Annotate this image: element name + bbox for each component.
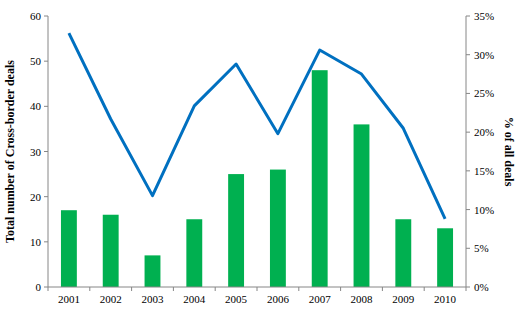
y-tick-label: 60	[30, 10, 42, 22]
x-tick-label: 2009	[392, 293, 415, 305]
y-tick-label: 0	[36, 281, 42, 293]
bar	[270, 170, 286, 287]
y2-tick-label: 35%	[474, 10, 494, 22]
marks	[61, 33, 453, 287]
bar	[145, 255, 161, 287]
y-tick	[44, 196, 48, 197]
bar	[186, 219, 202, 287]
y-tick-label: 20	[30, 191, 42, 203]
x-tick-label: 2006	[267, 293, 290, 305]
chart: 0 10 20 30 40 50 60 0% 5% 10% 15% 20% 25% 30% 35% 2001 2…	[0, 0, 518, 319]
y2-tick-label: 10%	[474, 204, 494, 216]
y2-tick	[466, 287, 470, 288]
y-tick	[44, 151, 48, 152]
x-tick	[382, 287, 383, 291]
x-tick	[131, 287, 132, 291]
bar	[228, 174, 244, 287]
x-tick-label: 2005	[225, 293, 248, 305]
y2-tick-label: 25%	[474, 87, 494, 99]
y2-tick-label: 30%	[474, 49, 494, 61]
y2-tick-label: 0%	[474, 281, 489, 293]
x-tick	[298, 287, 299, 291]
y-tick	[44, 241, 48, 242]
x-tick-label: 2008	[351, 293, 374, 305]
bar	[103, 215, 119, 287]
y-tick-label: 10	[30, 236, 42, 248]
x-tick-label: 2010	[434, 293, 457, 305]
y2-axis-label: % of all deals	[502, 117, 516, 187]
y2-axis-line	[466, 16, 467, 287]
y2-tick	[466, 170, 470, 171]
x-tick-label: 2001	[58, 293, 80, 305]
y2-tick	[466, 16, 470, 17]
x-tick	[173, 287, 174, 291]
x-tick-label: 2003	[142, 293, 165, 305]
bar	[61, 210, 77, 287]
y2-tick-label: 15%	[474, 165, 494, 177]
bar	[437, 228, 453, 287]
y2-tick	[466, 54, 470, 55]
x-tick	[89, 287, 90, 291]
y2-tick-label: 20%	[474, 126, 494, 138]
y-tick-label: 50	[30, 55, 42, 67]
bar	[354, 124, 370, 287]
y-tick	[44, 106, 48, 107]
line	[69, 33, 445, 219]
bar	[312, 70, 328, 287]
x-tick	[257, 287, 258, 291]
x-tick	[215, 287, 216, 291]
y2-tick-label: 5%	[474, 242, 489, 254]
y-tick-label: 30	[30, 146, 42, 158]
y-tick-label: 40	[30, 100, 42, 112]
x-tick-label: 2004	[183, 293, 206, 305]
y-axis-label: Total number of Cross-border deals	[3, 60, 17, 243]
x-tick-label: 2007	[309, 293, 332, 305]
y2-tick	[466, 248, 470, 249]
y2-tick	[466, 132, 470, 133]
y2-tick	[466, 93, 470, 94]
bar	[395, 219, 411, 287]
x-tick	[424, 287, 425, 291]
axes: 0 10 20 30 40 50 60 0% 5% 10% 15% 20% 25% 30% 35% 2001 2…	[30, 10, 494, 305]
y-tick	[44, 287, 48, 288]
x-tick	[340, 287, 341, 291]
x-tick-label: 2002	[100, 293, 122, 305]
y-tick	[44, 16, 48, 17]
x-tick	[48, 287, 49, 291]
y2-tick	[466, 209, 470, 210]
x-tick	[466, 287, 467, 291]
y-tick	[44, 61, 48, 62]
